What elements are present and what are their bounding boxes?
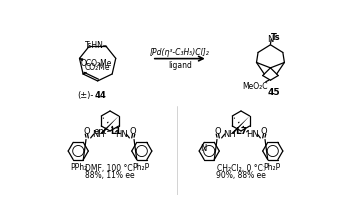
Text: N: N xyxy=(200,144,206,153)
Text: 88%, 11% ee: 88%, 11% ee xyxy=(85,171,135,180)
Text: ligand: ligand xyxy=(168,61,192,70)
Text: DMF, 100 °C:: DMF, 100 °C: xyxy=(85,164,135,173)
Text: PPh₂: PPh₂ xyxy=(70,163,88,172)
Text: N: N xyxy=(267,35,274,44)
Text: OCO₂Me: OCO₂Me xyxy=(81,59,112,68)
Text: 44: 44 xyxy=(94,91,106,100)
Text: L1: L1 xyxy=(110,127,121,136)
Text: Ph₂P: Ph₂P xyxy=(263,163,281,172)
Text: HN: HN xyxy=(246,130,259,139)
Text: TsHN: TsHN xyxy=(85,41,103,50)
Text: O: O xyxy=(84,127,90,136)
Text: CO₂Me: CO₂Me xyxy=(85,64,110,72)
Text: O: O xyxy=(130,127,137,136)
Text: ent-: ent- xyxy=(93,127,110,136)
Text: (±)-: (±)- xyxy=(77,91,94,100)
Text: O: O xyxy=(261,127,268,136)
Text: O: O xyxy=(214,127,221,136)
Text: HN: HN xyxy=(115,130,128,139)
Text: [Pd(η³-C₃H₅)Cl]₂: [Pd(η³-C₃H₅)Cl]₂ xyxy=(150,48,210,57)
Text: 45: 45 xyxy=(268,88,281,97)
Text: L7: L7 xyxy=(235,127,247,136)
Text: NH: NH xyxy=(92,130,105,139)
Text: Ph₂P: Ph₂P xyxy=(133,163,150,172)
Polygon shape xyxy=(101,116,119,134)
Text: NH: NH xyxy=(223,130,236,139)
Polygon shape xyxy=(103,45,106,47)
Polygon shape xyxy=(232,116,250,134)
Text: MeO₂C: MeO₂C xyxy=(242,83,267,92)
Text: Ts: Ts xyxy=(271,33,281,42)
Text: 90%, 88% ee: 90%, 88% ee xyxy=(216,171,266,180)
Text: CH₂Cl₂, 0 °C:: CH₂Cl₂, 0 °C: xyxy=(217,164,265,173)
